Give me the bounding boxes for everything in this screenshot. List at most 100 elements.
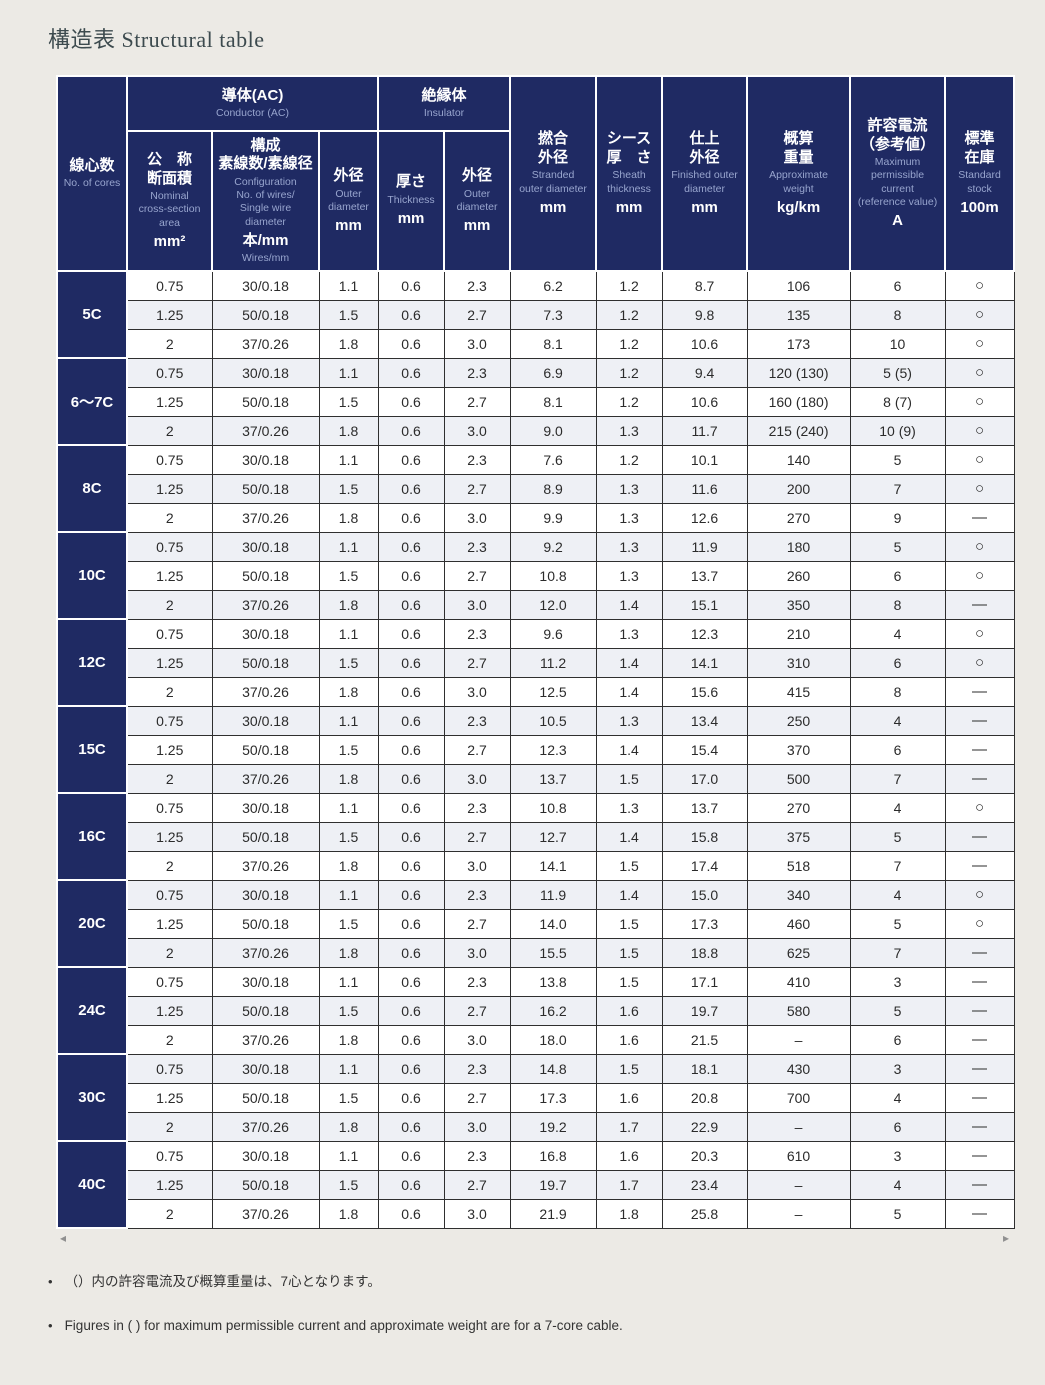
table-row: 1.25 50/0.18 1.5 0.6 2.7 8.1 1.2 10.6 160 (180) 8… xyxy=(57,386,1015,417)
table-cell: 2 xyxy=(126,328,213,359)
table-cell: 0.6 xyxy=(377,1053,445,1084)
table-cell: 1.8 xyxy=(318,502,379,533)
table-cell: 3.0 xyxy=(443,676,511,707)
table-cell: 5 xyxy=(849,444,946,475)
table-cell: 1.8 xyxy=(318,676,379,707)
table-cell: 9.8 xyxy=(661,299,748,330)
horizontal-scrollbar[interactable]: ◂ ▸ xyxy=(56,1230,1013,1246)
table-cell: 1.25 xyxy=(126,560,213,591)
footnotes: • （）内の許容電流及び概算重量は、7心となります。 • Figures in … xyxy=(48,1272,1045,1337)
table-cell: 1.8 xyxy=(318,1111,379,1142)
table-cell: 500 xyxy=(746,763,851,794)
table-cell: 6 xyxy=(849,1024,946,1055)
table-row: 1.25 50/0.18 1.5 0.6 2.7 11.2 1.4 14.1 310 6 ○ xyxy=(57,647,1015,678)
table-cell: 0.6 xyxy=(377,502,445,533)
table-cell: 610 xyxy=(746,1140,851,1171)
table-cell: — xyxy=(944,1053,1015,1084)
table-cell: – xyxy=(746,1024,851,1055)
table-cell: ○ xyxy=(944,328,1015,359)
table-cell: 1.4 xyxy=(595,734,663,765)
table-cell: 1.8 xyxy=(318,328,379,359)
row-group-label: 10C xyxy=(56,531,128,620)
table-row: 40C 0.75 30/0.18 1.1 0.6 2.3 16.8 1.6 20.3 610 3— xyxy=(56,1140,1015,1229)
table-cell: 3.0 xyxy=(443,415,511,446)
table-row: 2 37/0.26 1.8 0.6 3.0 12.5 1.4 15.6 415 8— xyxy=(57,676,1015,707)
table-cell: 1.4 xyxy=(595,647,663,678)
table-cell: 50/0.18 xyxy=(211,647,320,678)
table-cell: 7 xyxy=(849,473,946,504)
table-row: 2 37/0.26 1.8 0.6 3.0 21.9 1.8 25.8–5— xyxy=(57,1198,1015,1229)
table-cell: 9.4 xyxy=(661,357,748,388)
table-cell: 12.0 xyxy=(509,589,597,620)
header-standard-stock: 標準 在庫 Standard stock 100m xyxy=(944,75,1016,272)
table-cell: 270 xyxy=(746,502,851,533)
table-cell: 1.3 xyxy=(595,473,663,504)
table-row: 1.25 50/0.18 1.5 0.6 2.7 19.7 1.7 23.4–4— xyxy=(57,1169,1015,1200)
table-cell: 10 xyxy=(849,328,946,359)
table-cell: 0.6 xyxy=(377,1140,445,1171)
table-cell: 1.2 xyxy=(595,357,663,388)
table-cell: 50/0.18 xyxy=(211,908,320,939)
table-cell: 1.25 xyxy=(126,473,213,504)
table-cell: 1.3 xyxy=(595,618,663,649)
table-cell: 6 xyxy=(849,734,946,765)
table-cell: 6.2 xyxy=(509,270,597,301)
note-item: • （）内の許容電流及び概算重量は、7心となります。 xyxy=(48,1272,1045,1292)
table-cell: 3.0 xyxy=(443,850,511,881)
table-cell: 5 xyxy=(849,821,946,852)
table-cell: 1.8 xyxy=(318,1024,379,1055)
table-cell: 8.1 xyxy=(509,386,597,417)
table-cell: 1.5 xyxy=(595,937,663,968)
table-cell: 11.2 xyxy=(509,647,597,678)
table-row: 10C 0.75 30/0.18 1.1 0.6 2.3 9.2 1.3 11.9 180 5 ○ xyxy=(56,531,1015,620)
scroll-right-icon[interactable]: ▸ xyxy=(1002,1231,1009,1245)
table-cell: 7 xyxy=(849,937,946,968)
table-cell: 0.6 xyxy=(377,792,445,823)
table-cell: 8 xyxy=(849,589,946,620)
table-cell: 0.6 xyxy=(377,1111,445,1142)
table-cell: 0.6 xyxy=(377,299,445,330)
table-cell: — xyxy=(944,850,1015,881)
table-cell: 106 xyxy=(746,270,851,301)
table-cell: 1.5 xyxy=(318,473,379,504)
table-cell: 30/0.18 xyxy=(211,270,320,301)
table-cell: 2.7 xyxy=(443,1082,511,1113)
table-cell: 2.7 xyxy=(443,473,511,504)
table-cell: 4 xyxy=(849,618,946,649)
table-cell: 22.9 xyxy=(661,1111,748,1142)
table-cell: 13.7 xyxy=(509,763,597,794)
table-cell: 1.1 xyxy=(318,879,379,910)
table-cell: 19.7 xyxy=(509,1169,597,1200)
table-cell: 0.6 xyxy=(377,357,445,388)
table-cell: 1.1 xyxy=(318,357,379,388)
row-group-label: 24C xyxy=(56,966,128,1055)
table-cell: 50/0.18 xyxy=(211,386,320,417)
table-cell: 12.7 xyxy=(509,821,597,852)
table-row: 2 37/0.26 1.8 0.6 3.0 8.1 1.2 10.6 173 10 ○ xyxy=(57,328,1015,359)
scroll-left-icon[interactable]: ◂ xyxy=(60,1231,67,1245)
table-cell: 1.3 xyxy=(595,792,663,823)
table-cell: 1.2 xyxy=(595,386,663,417)
table-cell: ○ xyxy=(944,270,1015,301)
table-cell: 1.8 xyxy=(318,1198,379,1229)
table-cell: 3.0 xyxy=(443,1111,511,1142)
table-cell: 0.6 xyxy=(377,415,445,446)
table-cell: — xyxy=(944,1198,1015,1229)
table-cell: — xyxy=(944,1082,1015,1113)
table-cell: 350 xyxy=(746,589,851,620)
table-cell: 1.25 xyxy=(126,1169,213,1200)
table-cell: 30/0.18 xyxy=(211,792,320,823)
table-cell: 0.6 xyxy=(377,995,445,1026)
table-cell: 5 xyxy=(849,1198,946,1229)
table-cell: 18.0 xyxy=(509,1024,597,1055)
table-cell: 160 (180) xyxy=(746,386,851,417)
table-cell: 37/0.26 xyxy=(211,676,320,707)
table-row: 30C 0.75 30/0.18 1.1 0.6 2.3 14.8 1.5 18.1 430 3— xyxy=(56,1053,1015,1142)
table-row: 1.25 50/0.18 1.5 0.6 2.7 8.9 1.3 11.6 200 7 ○ xyxy=(57,473,1015,504)
table-cell: 25.8 xyxy=(661,1198,748,1229)
row-group-label: 40C xyxy=(56,1140,128,1229)
table-cell: 1.4 xyxy=(595,589,663,620)
table-cell: 140 xyxy=(746,444,851,475)
table-row: 20C 0.75 30/0.18 1.1 0.6 2.3 11.9 1.4 15.0 340 4 ○ xyxy=(56,879,1015,968)
table-cell: 460 xyxy=(746,908,851,939)
